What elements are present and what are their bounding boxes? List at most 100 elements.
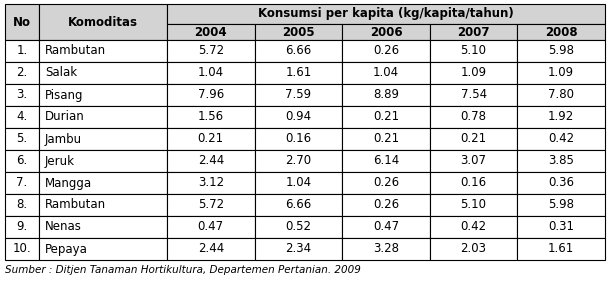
Text: 1.09: 1.09 <box>461 66 487 79</box>
Bar <box>5 238 39 260</box>
Bar <box>430 194 517 216</box>
Text: Komoditas: Komoditas <box>68 15 138 28</box>
Text: Rambutan: Rambutan <box>45 198 106 211</box>
Bar <box>5 172 39 194</box>
Text: 5.10: 5.10 <box>461 45 487 58</box>
Text: 8.: 8. <box>16 198 27 211</box>
Bar <box>517 216 605 238</box>
Bar <box>39 238 167 260</box>
Text: 2007: 2007 <box>458 25 490 38</box>
Bar <box>167 172 254 194</box>
Bar <box>517 172 605 194</box>
Text: 5.98: 5.98 <box>548 45 574 58</box>
Bar <box>167 40 254 62</box>
Text: 5.: 5. <box>16 132 27 145</box>
Text: 1.61: 1.61 <box>285 66 312 79</box>
Bar <box>342 40 430 62</box>
Text: 5.72: 5.72 <box>198 45 224 58</box>
Bar <box>254 216 342 238</box>
Text: 7.96: 7.96 <box>198 88 224 102</box>
Bar <box>39 106 167 128</box>
Text: Rambutan: Rambutan <box>45 45 106 58</box>
Text: 5.10: 5.10 <box>461 198 487 211</box>
Text: 9.: 9. <box>16 221 27 234</box>
Bar <box>39 40 167 62</box>
Bar <box>430 62 517 84</box>
Text: 0.26: 0.26 <box>373 198 399 211</box>
Text: 0.16: 0.16 <box>285 132 312 145</box>
Text: 8.89: 8.89 <box>373 88 399 102</box>
Bar <box>39 84 167 106</box>
Text: Konsumsi per kapita (kg/kapita/tahun): Konsumsi per kapita (kg/kapita/tahun) <box>258 8 514 21</box>
Text: 2006: 2006 <box>370 25 403 38</box>
Bar <box>167 150 254 172</box>
Text: 0.36: 0.36 <box>548 177 574 189</box>
Bar <box>430 172 517 194</box>
Text: 6.66: 6.66 <box>285 45 312 58</box>
Text: 0.31: 0.31 <box>548 221 574 234</box>
Bar <box>430 216 517 238</box>
Text: 2004: 2004 <box>195 25 227 38</box>
Bar <box>342 106 430 128</box>
Bar <box>430 24 517 40</box>
Bar <box>517 24 605 40</box>
Text: Jeruk: Jeruk <box>45 155 75 168</box>
Text: 7.80: 7.80 <box>548 88 574 102</box>
Bar <box>5 4 39 40</box>
Text: 6.: 6. <box>16 155 27 168</box>
Text: 2.03: 2.03 <box>461 242 487 255</box>
Text: Salak: Salak <box>45 66 77 79</box>
Text: Sumber : Ditjen Tanaman Hortikultura, Departemen Pertanian. 2009: Sumber : Ditjen Tanaman Hortikultura, De… <box>5 265 361 275</box>
Bar <box>254 150 342 172</box>
Text: 2.: 2. <box>16 66 27 79</box>
Bar <box>517 238 605 260</box>
Bar <box>39 172 167 194</box>
Bar <box>342 172 430 194</box>
Bar <box>5 194 39 216</box>
Text: 2.44: 2.44 <box>198 155 224 168</box>
Text: 0.42: 0.42 <box>548 132 574 145</box>
Text: 6.14: 6.14 <box>373 155 399 168</box>
Bar <box>517 84 605 106</box>
Text: Durian: Durian <box>45 111 85 124</box>
Text: 1.09: 1.09 <box>548 66 574 79</box>
Text: 0.21: 0.21 <box>373 132 399 145</box>
Bar <box>342 150 430 172</box>
Bar <box>254 106 342 128</box>
Text: 1.56: 1.56 <box>198 111 224 124</box>
Bar <box>517 194 605 216</box>
Text: 1.04: 1.04 <box>198 66 224 79</box>
Bar <box>342 24 430 40</box>
Bar <box>254 128 342 150</box>
Bar <box>39 194 167 216</box>
Bar <box>517 40 605 62</box>
Text: 7.54: 7.54 <box>461 88 487 102</box>
Text: 3.85: 3.85 <box>548 155 574 168</box>
Bar <box>5 216 39 238</box>
Text: 1.92: 1.92 <box>548 111 575 124</box>
Bar <box>342 194 430 216</box>
Bar <box>342 216 430 238</box>
Text: 0.94: 0.94 <box>285 111 312 124</box>
Bar <box>430 84 517 106</box>
Bar <box>254 62 342 84</box>
Text: Jambu: Jambu <box>45 132 82 145</box>
Bar <box>254 238 342 260</box>
Text: 2008: 2008 <box>545 25 578 38</box>
Text: 1.: 1. <box>16 45 27 58</box>
Bar <box>167 4 605 24</box>
Bar <box>39 150 167 172</box>
Bar <box>167 106 254 128</box>
Bar <box>167 24 254 40</box>
Text: 4.: 4. <box>16 111 27 124</box>
Bar <box>5 84 39 106</box>
Text: 0.16: 0.16 <box>461 177 487 189</box>
Bar <box>5 40 39 62</box>
Text: 2.44: 2.44 <box>198 242 224 255</box>
Bar <box>5 128 39 150</box>
Bar <box>430 106 517 128</box>
Bar <box>167 194 254 216</box>
Text: 1.04: 1.04 <box>285 177 312 189</box>
Bar <box>254 84 342 106</box>
Bar <box>342 62 430 84</box>
